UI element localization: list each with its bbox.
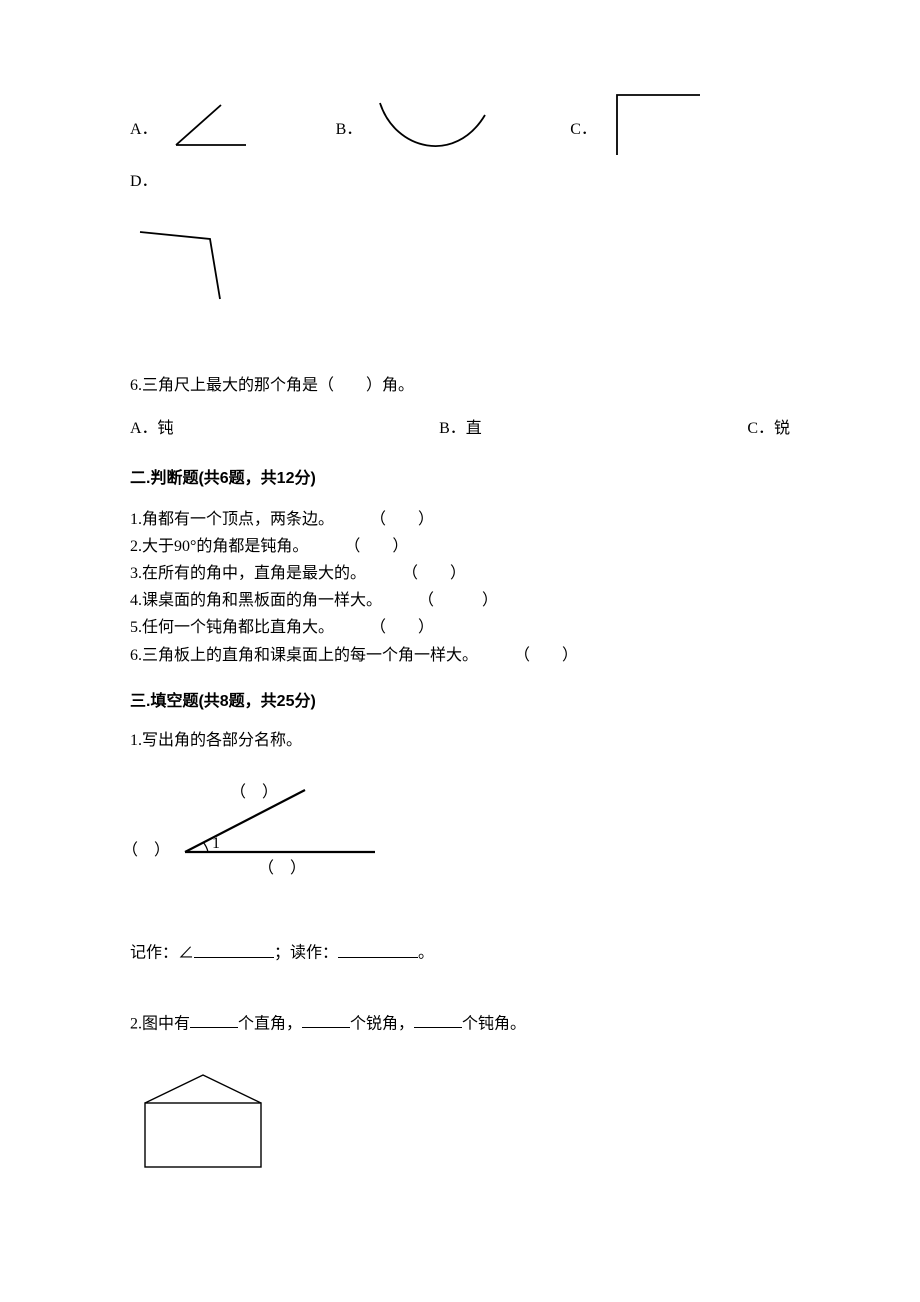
judge-text: 5.任何一个钝角都比直角大。 [130,614,334,641]
q6-option-b: B．直 [439,416,482,442]
q2-prefix: 2.图中有 [130,1015,190,1032]
angle-left-paren: （ ） [122,838,170,864]
right-angle-icon [605,90,705,169]
judge-item: 3.在所有的角中，直角是最大的。 （ ） [130,560,790,587]
q5-options-row: A． B． C． D． [130,90,790,313]
judge-text: 6.三角板上的直角和课桌面上的每一个角一样大。 [130,642,478,669]
judge-text: 3.在所有的角中，直角是最大的。 [130,560,366,587]
judge-text: 2.大于90°的角都是钝角。 [130,533,308,560]
angle-label-diagram: 1 （ ） （ ） （ ） [130,782,790,901]
judge-item: 1.角都有一个顶点，两条边。 （ ） [130,506,790,533]
blank-underline[interactable] [338,940,418,958]
judge-paren: （ ） [370,614,434,641]
section2-title: 二.判断题(共6题，共12分) [130,466,790,492]
option-d-label: D． [130,169,158,195]
option-a-label: A． [130,117,158,143]
house-shape-icon [130,1067,790,1186]
blank-underline[interactable] [302,1011,350,1029]
judge-item: 2.大于90°的角都是钝角。 （ ） [130,533,790,560]
blank-underline[interactable] [194,940,274,958]
q2-mid1: 个直角， [238,1015,302,1032]
option-c-label: C． [570,117,597,143]
judge-text: 4.课桌面的角和黑板面的角一样大。 [130,587,382,614]
blank-underline[interactable] [190,1011,238,1029]
option-a: A． [130,95,256,164]
judge-paren: （ ） [370,506,434,533]
fill-q2-line: 2.图中有 个直角， 个锐角， 个钝角。 [130,1011,790,1037]
option-d-shape-wrap [130,224,790,313]
section3-title: 三.填空题(共8题，共25分) [130,689,790,715]
judge-item: 5.任何一个钝角都比直角大。 （ ） [130,614,790,641]
record-read-line: 记作：∠ ；读作： 。 [130,940,790,966]
option-b-label: B． [336,117,363,143]
svg-text:1: 1 [212,835,220,852]
q6-options: A．钝 B．直 C．锐 [130,416,790,442]
fill-q1-text: 1.写出角的各部分名称。 [130,728,790,754]
judge-paren: （ ） [402,560,466,587]
q6-option-c: C．锐 [747,416,790,442]
option-b: B． [336,95,491,164]
angle-bottom-paren: （ ） [258,856,306,882]
judge-paren: （ ） [514,642,578,669]
judge-text: 1.角都有一个顶点，两条边。 [130,506,334,533]
q6-text: 6.三角尺上最大的那个角是（ ）角。 [130,373,790,399]
q2-mid2: 个锐角， [350,1015,414,1032]
q2-suffix: 个钝角。 [462,1015,526,1032]
judge-paren: （ ） [344,533,408,560]
record-prefix: 记作：∠ [130,945,194,962]
option-d-label-wrap: D． [130,169,166,195]
q6-option-a: A．钝 [130,416,174,442]
bent-line-icon [130,224,240,313]
record-suffix: 。 [418,945,434,962]
angle-acute-icon [166,95,256,164]
judge-list: 1.角都有一个顶点，两条边。 （ ） 2.大于90°的角都是钝角。 （ ） 3.… [130,506,790,669]
judge-paren: （ ） [418,587,498,614]
record-sep: ；读作： [274,945,338,962]
angle-top-paren: （ ） [230,780,278,806]
judge-item: 4.课桌面的角和黑板面的角一样大。 （ ） [130,587,790,614]
option-c: C． [570,90,705,169]
blank-underline[interactable] [414,1011,462,1029]
curve-icon [370,95,490,164]
judge-item: 6.三角板上的直角和课桌面上的每一个角一样大。 （ ） [130,642,790,669]
